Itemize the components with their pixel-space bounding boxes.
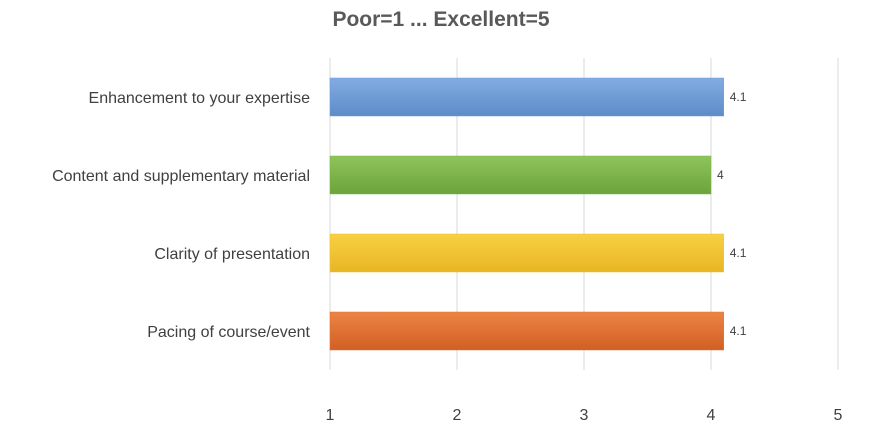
bar-2 bbox=[329, 155, 712, 195]
x-tick-label: 5 bbox=[834, 407, 843, 424]
bar-1 bbox=[329, 77, 724, 117]
x-tick-label: 3 bbox=[580, 407, 589, 424]
category-label: Enhancement to your expertise bbox=[89, 90, 311, 107]
bar-3 bbox=[329, 233, 724, 273]
bar-4 bbox=[329, 311, 724, 351]
category-label: Pacing of course/event bbox=[147, 324, 310, 341]
data-label: 4.1 bbox=[730, 246, 747, 260]
data-label: 4 bbox=[717, 168, 724, 182]
category-label: Clarity of presentation bbox=[154, 246, 310, 263]
category-label: Content and supplementary material bbox=[52, 168, 310, 185]
x-tick-label: 4 bbox=[707, 407, 716, 424]
x-tick-label: 1 bbox=[326, 407, 335, 424]
x-tick-label: 2 bbox=[453, 407, 462, 424]
labels: 1 2 3 4 5 Enhancement to your expertise 4.1 Con… bbox=[52, 90, 842, 424]
data-label: 4.1 bbox=[730, 90, 747, 104]
chart-title: Poor=1 ... Excellent=5 bbox=[332, 8, 550, 31]
data-label: 4.1 bbox=[730, 324, 747, 338]
bars bbox=[329, 77, 724, 351]
